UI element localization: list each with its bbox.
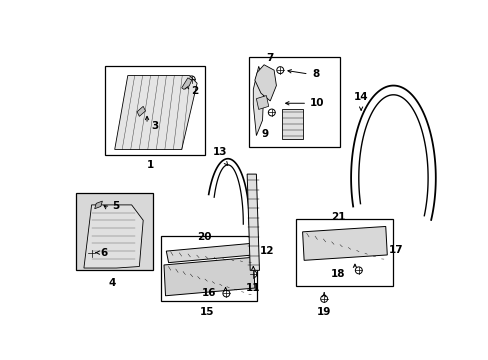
- Bar: [76, 193, 153, 270]
- Polygon shape: [246, 174, 259, 270]
- Text: 7: 7: [266, 53, 273, 63]
- Text: 19: 19: [316, 306, 331, 316]
- Bar: [104, 66, 204, 155]
- Text: 9: 9: [261, 130, 268, 139]
- Bar: [295, 219, 393, 286]
- Text: 10: 10: [310, 98, 324, 108]
- Polygon shape: [163, 257, 254, 296]
- Text: 15: 15: [200, 306, 214, 316]
- Polygon shape: [182, 78, 191, 89]
- Text: 20: 20: [197, 232, 212, 242]
- Polygon shape: [84, 205, 143, 268]
- Text: 8: 8: [312, 69, 319, 79]
- Polygon shape: [256, 95, 268, 109]
- Text: 21: 21: [330, 212, 345, 222]
- Text: 17: 17: [388, 244, 403, 255]
- Text: 12: 12: [260, 246, 274, 256]
- Text: 1: 1: [147, 160, 154, 170]
- Polygon shape: [254, 65, 276, 101]
- Polygon shape: [137, 106, 145, 116]
- Polygon shape: [302, 226, 386, 260]
- Polygon shape: [253, 66, 264, 136]
- Text: 6: 6: [101, 248, 108, 258]
- Text: 13: 13: [212, 147, 227, 157]
- Text: 3: 3: [151, 121, 158, 131]
- Text: 4: 4: [108, 278, 116, 288]
- Polygon shape: [115, 76, 197, 149]
- Text: 18: 18: [330, 269, 345, 279]
- Text: 5: 5: [112, 202, 120, 211]
- Text: 14: 14: [353, 93, 367, 103]
- Polygon shape: [166, 243, 253, 263]
- Text: 16: 16: [202, 288, 216, 298]
- Text: 11: 11: [245, 283, 260, 293]
- Polygon shape: [95, 201, 102, 209]
- Bar: [249, 57, 339, 147]
- Bar: [281, 109, 303, 139]
- Text: 2: 2: [190, 86, 198, 96]
- Bar: [161, 236, 257, 301]
